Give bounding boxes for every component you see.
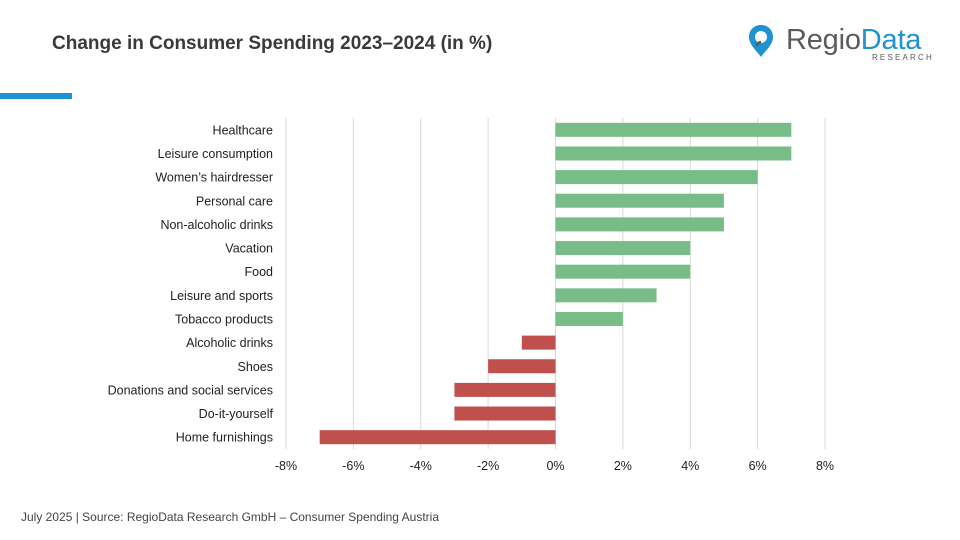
source-footer: July 2025 | Source: RegioData Research G… — [21, 510, 440, 524]
bar-leisure-consumption — [555, 146, 792, 161]
x-tick-labels: -8% -6% -4% -2% 0% 2% 4% 6% 8% — [275, 459, 834, 473]
bar-do-it-yourself — [454, 406, 556, 421]
logo-name-data: Data — [860, 24, 922, 56]
category-label: Personal care — [196, 194, 273, 208]
logo: RegioData RESEARCH — [748, 24, 938, 64]
bar-shoes — [488, 359, 556, 374]
bar-vacation — [555, 241, 691, 256]
x-tick-label: 4% — [681, 459, 699, 473]
bar-personal-care — [555, 193, 724, 208]
bar-donations-and-social-services — [454, 382, 556, 397]
category-label: Women’s hairdresser — [155, 171, 273, 185]
x-tick-label: 6% — [749, 459, 767, 473]
x-tick-label: 8% — [816, 459, 834, 473]
bar-food — [555, 264, 691, 279]
category-label: Non-alcoholic drinks — [160, 218, 273, 232]
category-label: Vacation — [225, 242, 273, 256]
gridlines — [285, 118, 826, 449]
x-tick-label: 2% — [614, 459, 632, 473]
location-pin-icon — [749, 25, 773, 57]
category-label: Shoes — [238, 360, 273, 374]
x-tick-label: 0% — [546, 459, 564, 473]
category-label: Food — [245, 265, 274, 279]
bar-women-s-hairdresser — [555, 170, 758, 185]
logo-wordmark: RegioData — [786, 24, 921, 56]
bar-healthcare — [555, 122, 792, 137]
category-label: Donations and social services — [108, 383, 273, 397]
x-tick-label: -8% — [275, 459, 297, 473]
category-label: Home furnishings — [176, 431, 273, 445]
category-label: Leisure consumption — [158, 147, 273, 161]
accent-bar — [0, 93, 72, 99]
category-label: Do-it-yourself — [199, 407, 274, 421]
logo-name-regio: Regio — [786, 24, 861, 56]
category-label: Healthcare — [213, 123, 273, 137]
x-tick-label: -6% — [342, 459, 364, 473]
category-labels: Healthcare Leisure consumption Women’s hai… — [108, 123, 274, 444]
bar-alcoholic-drinks — [521, 335, 556, 350]
logo-subtitle: RESEARCH — [871, 53, 934, 62]
bars — [319, 122, 792, 445]
x-tick-label: -4% — [410, 459, 432, 473]
category-label: Alcoholic drinks — [186, 336, 273, 350]
bar-chart: Healthcare Leisure consumption Women’s hai… — [108, 118, 834, 473]
chart-title: Change in Consumer Spending 2023–2024 (i… — [52, 33, 493, 54]
bar-leisure-and-sports — [555, 288, 657, 303]
category-label: Tobacco products — [175, 312, 273, 326]
bar-tobacco-products — [555, 311, 623, 326]
bar-home-furnishings — [319, 430, 556, 445]
x-tick-label: -2% — [477, 459, 499, 473]
bar-non-alcoholic-drinks — [555, 217, 724, 232]
category-label: Leisure and sports — [170, 289, 273, 303]
